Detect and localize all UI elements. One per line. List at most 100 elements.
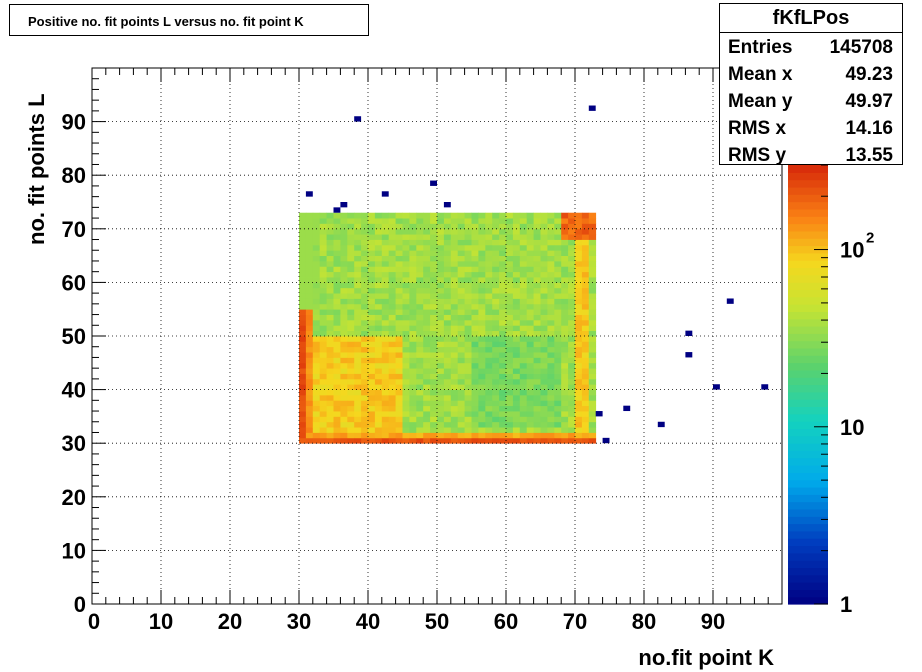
heatmap-bin (464, 421, 472, 428)
heatmap-bin (423, 405, 431, 412)
heatmap-bin (437, 218, 445, 224)
heatmap-bin (340, 330, 348, 337)
heatmap-bin (443, 336, 452, 342)
heatmap-bin (354, 282, 362, 289)
heatmap-bin (374, 277, 383, 283)
colorbar-segment (788, 516, 828, 525)
heatmap-bin (333, 293, 341, 299)
heatmap-bin (374, 437, 383, 444)
heatmap-bin (305, 293, 314, 299)
heatmap-bin (374, 255, 383, 262)
heatmap-bin (388, 218, 396, 224)
heatmap-bin (395, 432, 403, 439)
heatmap-bin (326, 341, 334, 348)
x-tick-label: 30 (287, 609, 311, 634)
heatmap-bin (471, 336, 479, 342)
heatmap-bin (450, 416, 459, 423)
heatmap-bin (450, 223, 459, 230)
heatmap-bin (443, 352, 452, 358)
heatmap-bin (561, 277, 569, 283)
heatmap-bin (443, 319, 452, 326)
heatmap-bin (319, 373, 327, 380)
heatmap-bin (561, 287, 569, 294)
heatmap-bin (581, 427, 590, 433)
heatmap-bin (499, 341, 507, 348)
heatmap-bin (416, 384, 424, 390)
heatmap-bin (437, 314, 445, 321)
heatmap-bin (299, 330, 307, 337)
heatmap-bin (333, 282, 341, 289)
heatmap-bin (319, 352, 327, 358)
heatmap-bin (354, 373, 362, 380)
heatmap-bin (533, 378, 541, 385)
heatmap-bin (347, 378, 355, 385)
heatmap-bin (361, 234, 369, 240)
heatmap-bin (464, 336, 472, 342)
colorbar-segment (788, 567, 828, 576)
heatmap-bin (575, 212, 583, 219)
heatmap-bin (416, 314, 424, 321)
heatmap-bin (588, 421, 597, 428)
heatmap-bin (388, 255, 396, 262)
heatmap-bin (581, 362, 590, 369)
heatmap-bin (533, 314, 541, 321)
heatmap-bin (533, 250, 541, 256)
heatmap-bin (340, 437, 348, 444)
heatmap-bin (554, 260, 562, 267)
heatmap-bin (568, 250, 576, 256)
heatmap-bin (299, 389, 307, 396)
heatmap-bin (533, 421, 541, 428)
heatmap-bin (319, 362, 327, 369)
heatmap-bin (305, 341, 314, 348)
heatmap-bin (499, 357, 507, 364)
heatmap-bin (485, 346, 493, 353)
heatmap-bin (478, 212, 486, 219)
heatmap-bin (506, 416, 514, 423)
heatmap-bin (381, 394, 390, 401)
heatmap-bin (547, 378, 555, 385)
heatmap-bin (368, 239, 376, 246)
heatmap-bin (374, 212, 383, 219)
heatmap-bin (299, 352, 307, 358)
heatmap-bin (588, 389, 597, 396)
heatmap-bin (519, 218, 528, 224)
heatmap-bin (568, 416, 576, 423)
heatmap-bin (464, 346, 472, 353)
heatmap-bin (561, 411, 569, 417)
heatmap-bin (457, 421, 465, 428)
heatmap-bin (333, 266, 341, 273)
heatmap-bin (547, 303, 555, 310)
heatmap-bin (519, 437, 528, 444)
colorbar-segment (788, 450, 828, 459)
heatmap-bin (464, 244, 472, 251)
heatmap-bin (540, 250, 548, 256)
heatmap-bin (437, 389, 445, 396)
heatmap-bin (312, 362, 321, 369)
heatmap-bin (381, 239, 390, 246)
heatmap-bin (305, 416, 314, 423)
heatmap-bin (568, 373, 576, 380)
heatmap-bin (464, 319, 472, 326)
heatmap-bin (471, 282, 479, 289)
heatmap-bin (312, 250, 321, 256)
heatmap-bin (423, 336, 431, 342)
heatmap-bin (305, 218, 314, 224)
heatmap-bin (588, 432, 597, 439)
heatmap-bin (368, 427, 376, 433)
heatmap-bin (506, 309, 514, 315)
heatmap-bin (443, 427, 452, 433)
heatmap-bin (478, 228, 486, 235)
heatmap-bin (443, 260, 452, 267)
heatmap-bin (305, 223, 314, 230)
heatmap-bin (347, 437, 355, 444)
heatmap-bin (395, 405, 403, 412)
y-tick-label: 60 (62, 270, 86, 295)
heatmap-bin (485, 384, 493, 390)
heatmap-bin (340, 368, 348, 374)
heatmap-bin (492, 416, 500, 423)
heatmap-bin (299, 314, 307, 321)
heatmap-bin (464, 405, 472, 412)
heatmap-bin (354, 427, 362, 433)
heatmap-bin (581, 346, 590, 353)
heatmap-bin (430, 378, 438, 385)
